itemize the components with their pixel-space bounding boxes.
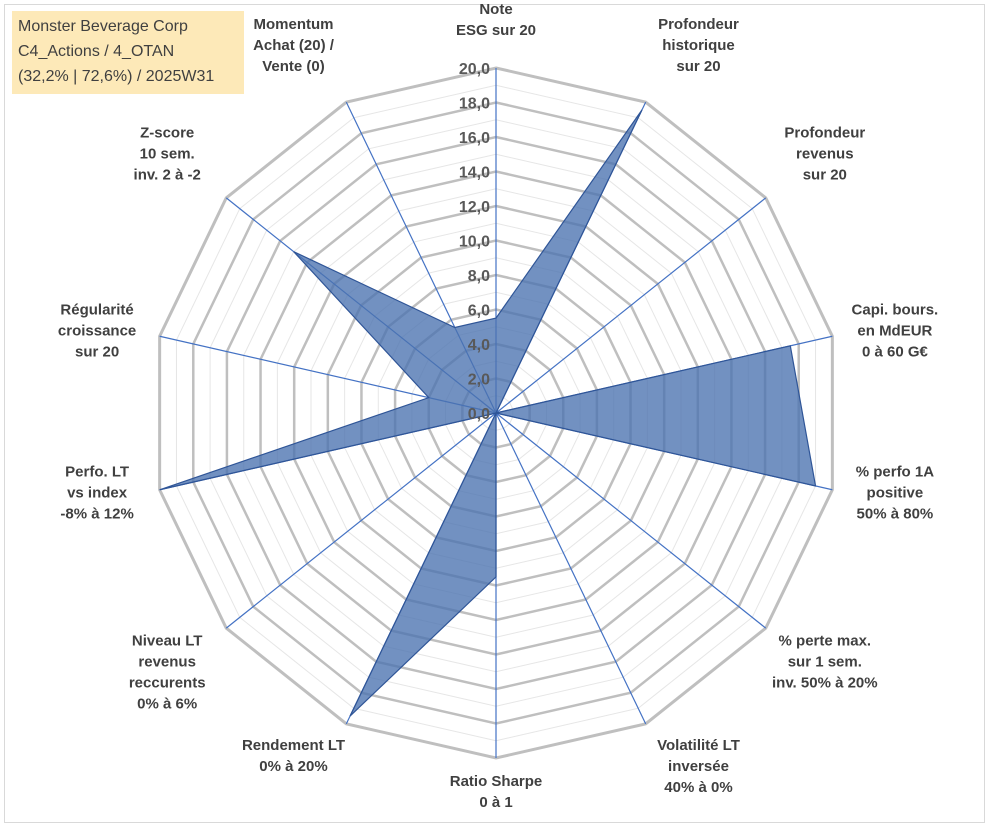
axis-label: Volatilité LT inversée 40% à 0% [657,737,740,796]
axis-label-line: Note [479,1,512,18]
tick-label: 18,0 [459,96,490,113]
axis-label: Profondeur historique sur 20 [658,16,739,75]
axis-label-line: croissance [58,323,136,340]
axis-label-line: reccurents [129,674,206,691]
tick-label: 14,0 [459,165,490,182]
info-stats: (32,2% | 72,6%) / 2025W31 [18,68,215,85]
axis-label-line: ESG sur 20 [456,22,536,39]
axis-label-line: en MdEUR [857,323,932,340]
tick-label: 8,0 [468,268,490,285]
axis-label-line: Régularité [60,302,133,319]
axis-label: Profondeur revenus sur 20 [784,125,865,184]
axis-label-line: revenus [138,653,196,670]
axis-spoke [495,412,647,725]
axis-label-line: Profondeur [658,16,739,33]
axis-label-line: Niveau LT [132,632,203,649]
axis-label: Z-score 10 sem. inv. 2 à -2 [134,125,201,184]
axis-label-line: revenus [796,146,854,163]
tick-label: 10,0 [459,234,490,251]
axis-label: % perte max. sur 1 sem. inv. 50% à 20% [772,632,878,691]
axis-label-line: Momentum [254,16,334,33]
axis-label: Régularité croissance sur 20 [58,302,136,361]
tick-label: 2,0 [468,372,490,389]
axis-spoke [495,412,767,629]
axis-label-line: sur 20 [75,344,119,361]
axis-label-line: Perfo. LT [65,463,129,480]
axis-label-line: sur 1 sem. [788,653,862,670]
axis-label-line: sur 20 [803,167,847,184]
axis-label-line: positive [867,484,924,501]
axis-label-line: 0% à 20% [259,758,327,775]
axis-label-line: 0% à 6% [137,695,197,712]
axis-label-line: sur 20 [676,58,720,75]
axis-label-line: 0 à 60 G€ [862,344,929,361]
tick-label: 16,0 [459,130,490,147]
axis-label: Ratio Sharpe 0 à 1 [450,773,543,811]
axis-label: Note ESG sur 20 [456,1,536,39]
tick-label: 12,0 [459,199,490,216]
axis-label: Momentum Achat (20) / Vente (0) [253,16,335,75]
axis-spoke [495,197,767,414]
axis-label-line: 0 à 1 [479,794,512,811]
tick-label: 0,0 [468,406,490,423]
axis-labels: Note ESG sur 20 Profondeur historique sur 20… [58,1,938,811]
axis-label-line: Ratio Sharpe [450,773,543,790]
info-company: Monster Beverage Corp [18,18,188,35]
axis-label-line: Rendement LT [242,737,345,754]
axis-label: Perfo. LT vs index -8% à 12% [60,463,133,522]
tick-label: 20,0 [459,61,490,78]
info-box: Monster Beverage Corp C4_Actions / 4_OTA… [12,11,244,94]
axis-label-line: % perte max. [779,632,872,649]
axis-label-line: 10 sem. [140,146,195,163]
axis-label-line: Vente (0) [262,58,325,75]
axis-label: Rendement LT 0% à 20% [242,737,345,775]
axis-spoke [225,412,497,629]
axis-label-line: Achat (20) / [253,37,335,54]
axis-label-line: historique [662,37,735,54]
axis-label-line: Volatilité LT [657,737,740,754]
info-category: C4_Actions / 4_OTAN [18,43,175,60]
series-area [159,109,817,717]
axis-label-line: Capi. bours. [852,302,939,319]
tick-label: 4,0 [468,337,490,354]
axis-label-line: 50% à 80% [857,505,934,522]
axis-label: Niveau LT revenus reccurents 0% à 6% [129,632,206,712]
axis-label-line: Z-score [140,125,194,142]
axis-label-line: inv. 50% à 20% [772,674,878,691]
axis-label: Capi. bours. en MdEUR 0 à 60 G€ [852,302,939,361]
series-layer [159,109,817,717]
axis-label-line: % perfo 1A [856,463,935,480]
tick-labels: 0,0 2,0 4,0 6,0 8,0 10,0 12,0 14,0 16,0 18,0 20,0 [459,61,490,423]
axis-label: % perfo 1A positive 50% à 80% [856,463,935,522]
axis-label-line: inv. 2 à -2 [134,167,201,184]
axis-label-line: Profondeur [784,125,865,142]
axis-label-line: vs index [67,484,128,501]
axis-label-line: 40% à 0% [664,779,732,796]
axis-label-line: -8% à 12% [60,505,133,522]
axis-label-line: inversée [668,758,729,775]
tick-label: 6,0 [468,303,490,320]
